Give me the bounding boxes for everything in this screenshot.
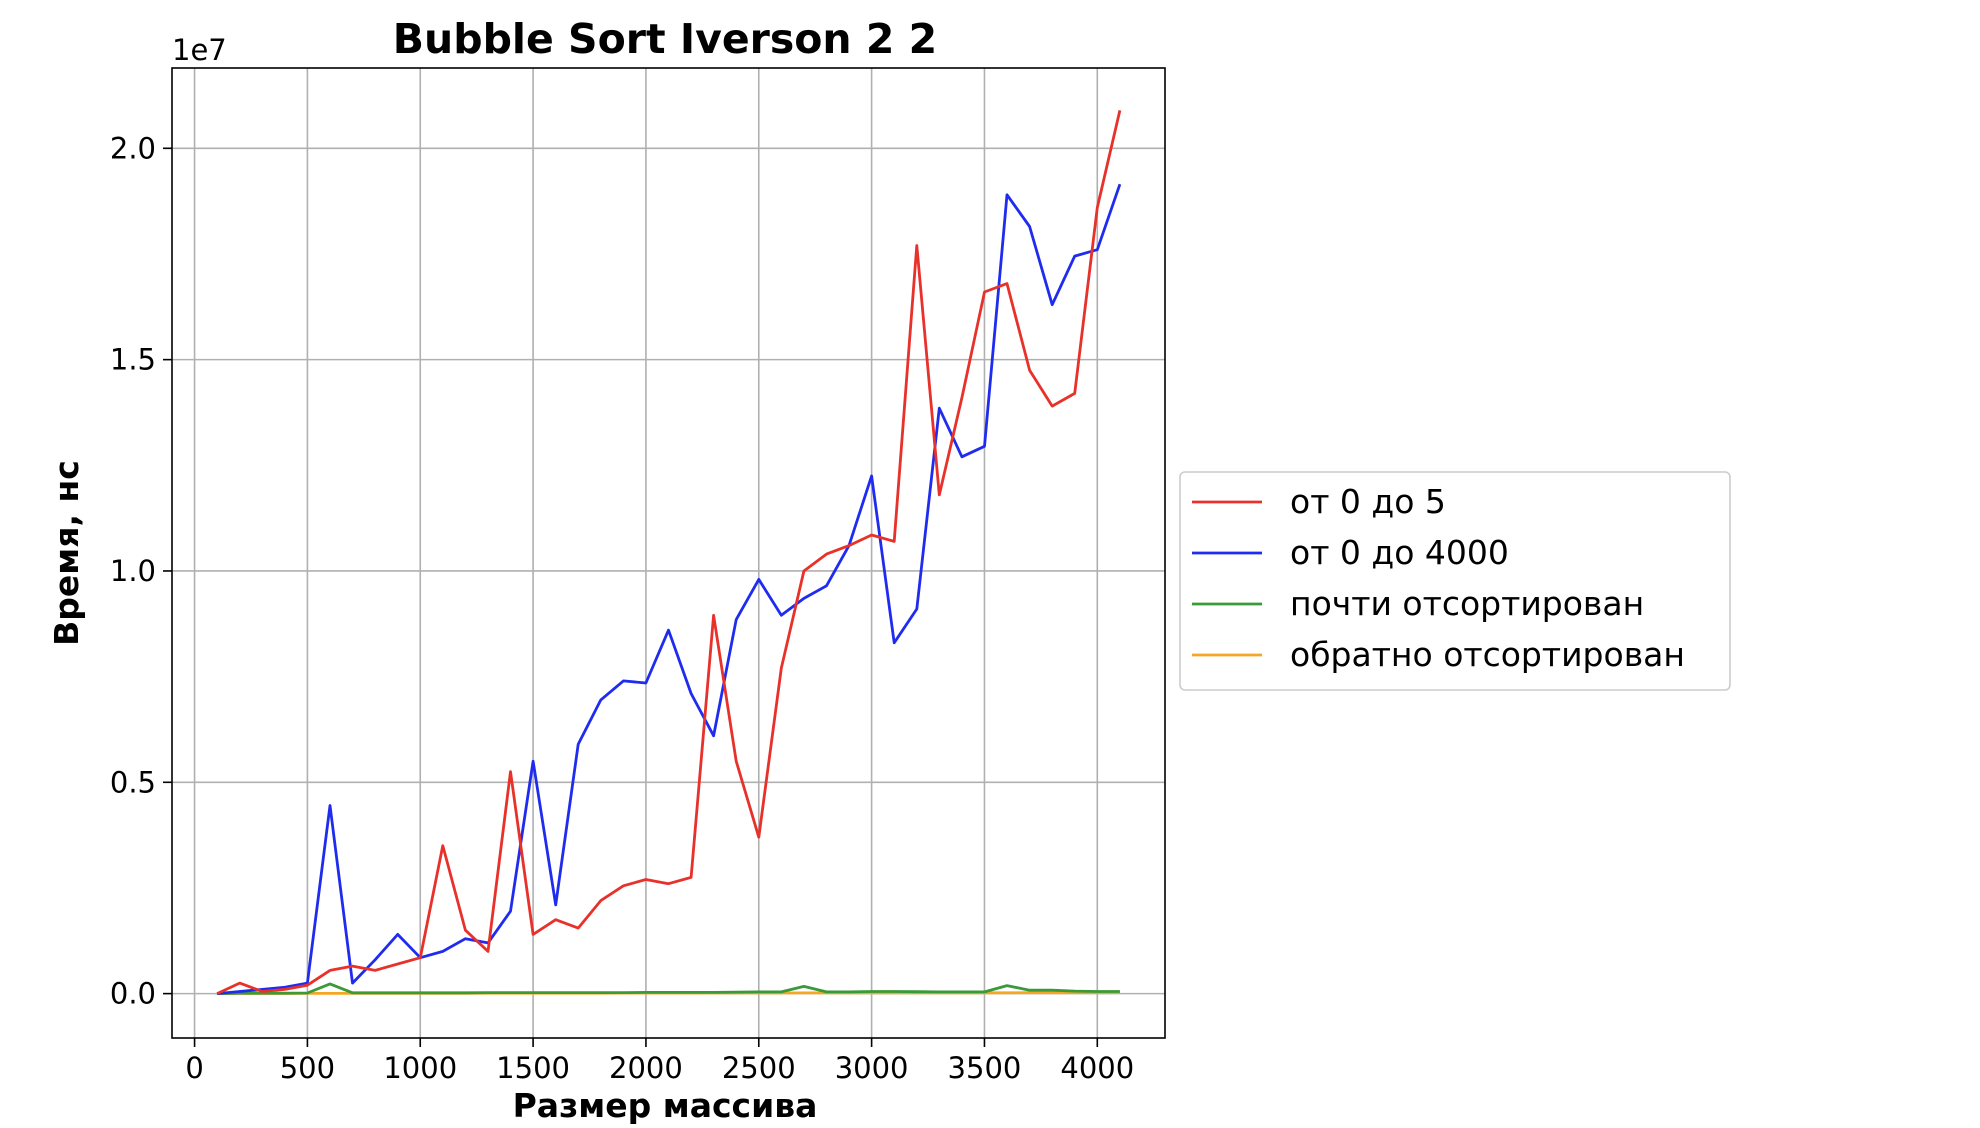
- y-tick-label: 1.5: [110, 343, 156, 377]
- legend-label: от 0 до 4000: [1290, 533, 1509, 572]
- series-line: [217, 982, 1120, 995]
- x-axis-label: Размер массива: [513, 1086, 818, 1125]
- series-line: [216, 109, 1122, 995]
- y-axis-label: Время, нс: [47, 460, 86, 646]
- legend-label: от 0 до 5: [1290, 482, 1446, 521]
- x-tick-label: 3500: [948, 1051, 1022, 1085]
- y-axis-offset-label: 1e7: [172, 33, 227, 67]
- y-tick-label: 2.0: [110, 131, 156, 165]
- x-tick-label: 2000: [609, 1051, 683, 1085]
- chart-title: Bubble Sort Iverson 2 2: [393, 15, 937, 63]
- x-tick-label: 500: [280, 1051, 335, 1085]
- plot-frame: [171, 67, 1166, 1039]
- y-tick-label: 0.0: [110, 977, 156, 1011]
- legend: от 0 до 5 от 0 до 4000 почти отсортирован о…: [1179, 471, 1731, 691]
- axis-ticks: 0 500 1000 1500 2000 2500 3000 3500 4000 0.0 0.5 1.…: [110, 131, 1134, 1085]
- data-series: [216, 109, 1122, 995]
- x-tick-label: 3000: [835, 1051, 909, 1085]
- legend-frame: [1179, 471, 1731, 691]
- y-tick-label: 1.0: [110, 554, 156, 588]
- x-tick-label: 0: [185, 1051, 203, 1085]
- y-tick-label: 0.5: [110, 765, 156, 799]
- legend-label: почти отсортирован: [1290, 584, 1644, 623]
- x-tick-label: 1500: [496, 1051, 570, 1085]
- x-tick-label: 1000: [383, 1051, 457, 1085]
- legend-label: обратно отсортирован: [1290, 635, 1685, 674]
- x-tick-label: 4000: [1060, 1051, 1134, 1085]
- x-tick-label: 2500: [722, 1051, 796, 1085]
